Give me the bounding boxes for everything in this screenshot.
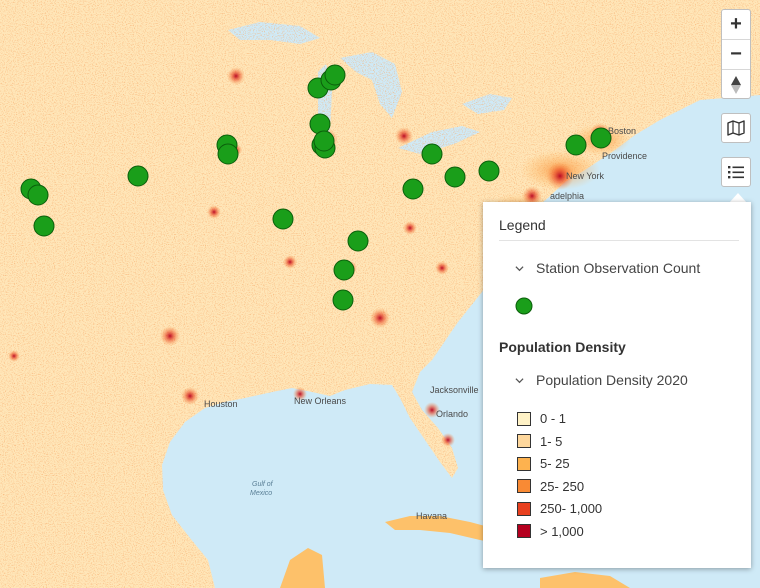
density-class-label: 25- 250 — [540, 478, 585, 494]
station-marker[interactable] — [402, 178, 424, 200]
station-marker[interactable] — [590, 127, 612, 149]
station-marker[interactable] — [33, 215, 55, 237]
density-class-row: 1- 5 — [517, 434, 562, 449]
yucatan — [280, 548, 325, 588]
density-class-label: 5- 25 — [540, 456, 570, 471]
chevron-down-icon — [515, 265, 524, 271]
zoom-out-button[interactable]: − — [722, 40, 750, 70]
station-marker[interactable] — [565, 134, 587, 156]
color-swatch — [517, 479, 531, 493]
layer-label: Station Observation Count — [536, 260, 701, 276]
city-labels: Boston Providence New York adelphia Jack… — [204, 126, 647, 521]
city-label: Houston — [204, 399, 238, 409]
plus-icon: + — [730, 13, 742, 35]
layer-toggle-station-observation-count[interactable]: Station Observation Count — [515, 260, 700, 276]
color-swatch — [517, 524, 531, 538]
station-marker[interactable] — [347, 230, 369, 252]
density-class-label: 1- 5 — [540, 433, 563, 449]
station-marker[interactable] — [333, 259, 355, 281]
compass-button[interactable] — [722, 70, 750, 100]
density-class-label: > 1,000 — [540, 523, 584, 539]
city-label: adelphia — [550, 191, 584, 201]
city-label: New York — [566, 171, 605, 181]
city-label: Providence — [602, 151, 647, 161]
list-icon — [728, 166, 744, 179]
compass-icon — [731, 76, 741, 94]
zoom-control: + − — [721, 9, 751, 99]
station-marker[interactable] — [217, 143, 239, 165]
map-icon — [727, 120, 745, 136]
density-class-row: > 1,000 — [517, 524, 584, 539]
station-symbol — [515, 297, 533, 315]
station-marker[interactable] — [421, 143, 443, 165]
station-marker[interactable] — [313, 130, 335, 152]
legend-panel: Legend Station Observation Count Populat… — [483, 202, 751, 568]
station-marker[interactable] — [272, 208, 294, 230]
layer-toggle-population-density-2020[interactable]: Population Density 2020 — [515, 372, 688, 388]
divider — [499, 240, 739, 241]
city-label: New Orleans — [294, 396, 347, 406]
zoom-in-button[interactable]: + — [722, 10, 750, 40]
density-class-row: 25- 250 — [517, 479, 584, 494]
station-marker[interactable] — [332, 289, 354, 311]
color-swatch — [517, 456, 531, 471]
basemap-button[interactable] — [721, 113, 751, 143]
city-label: Jacksonville — [430, 385, 479, 395]
color-swatch — [517, 434, 531, 448]
city-label: Orlando — [436, 409, 468, 419]
color-swatch — [517, 501, 531, 516]
station-marker[interactable] — [444, 166, 466, 188]
water-label: Mexico — [250, 490, 272, 497]
population-density-title: Population Density — [499, 339, 626, 355]
density-class-row: 0 - 1 — [517, 411, 566, 426]
station-marker[interactable] — [478, 160, 500, 182]
legend-toggle-button[interactable] — [721, 157, 751, 187]
minus-icon: − — [730, 43, 742, 65]
density-class-label: 0 - 1 — [540, 411, 567, 426]
hispaniola — [540, 572, 630, 588]
density-class-row: 5- 25 — [517, 456, 570, 471]
color-swatch — [517, 411, 531, 426]
city-label: Boston — [608, 126, 636, 136]
station-marker[interactable] — [127, 165, 149, 187]
legend-pointer — [729, 193, 747, 203]
legend-title: Legend — [499, 217, 546, 233]
water-label: Gulf of — [252, 481, 274, 488]
layer-label: Population Density 2020 — [536, 372, 688, 388]
chevron-down-icon — [515, 377, 524, 383]
station-markers[interactable] — [20, 64, 612, 311]
density-class-label: 250- 1,000 — [540, 501, 603, 516]
station-marker[interactable] — [324, 64, 346, 86]
station-marker[interactable] — [27, 184, 49, 206]
density-class-row: 250- 1,000 — [517, 501, 602, 516]
city-label: Havana — [416, 511, 447, 521]
